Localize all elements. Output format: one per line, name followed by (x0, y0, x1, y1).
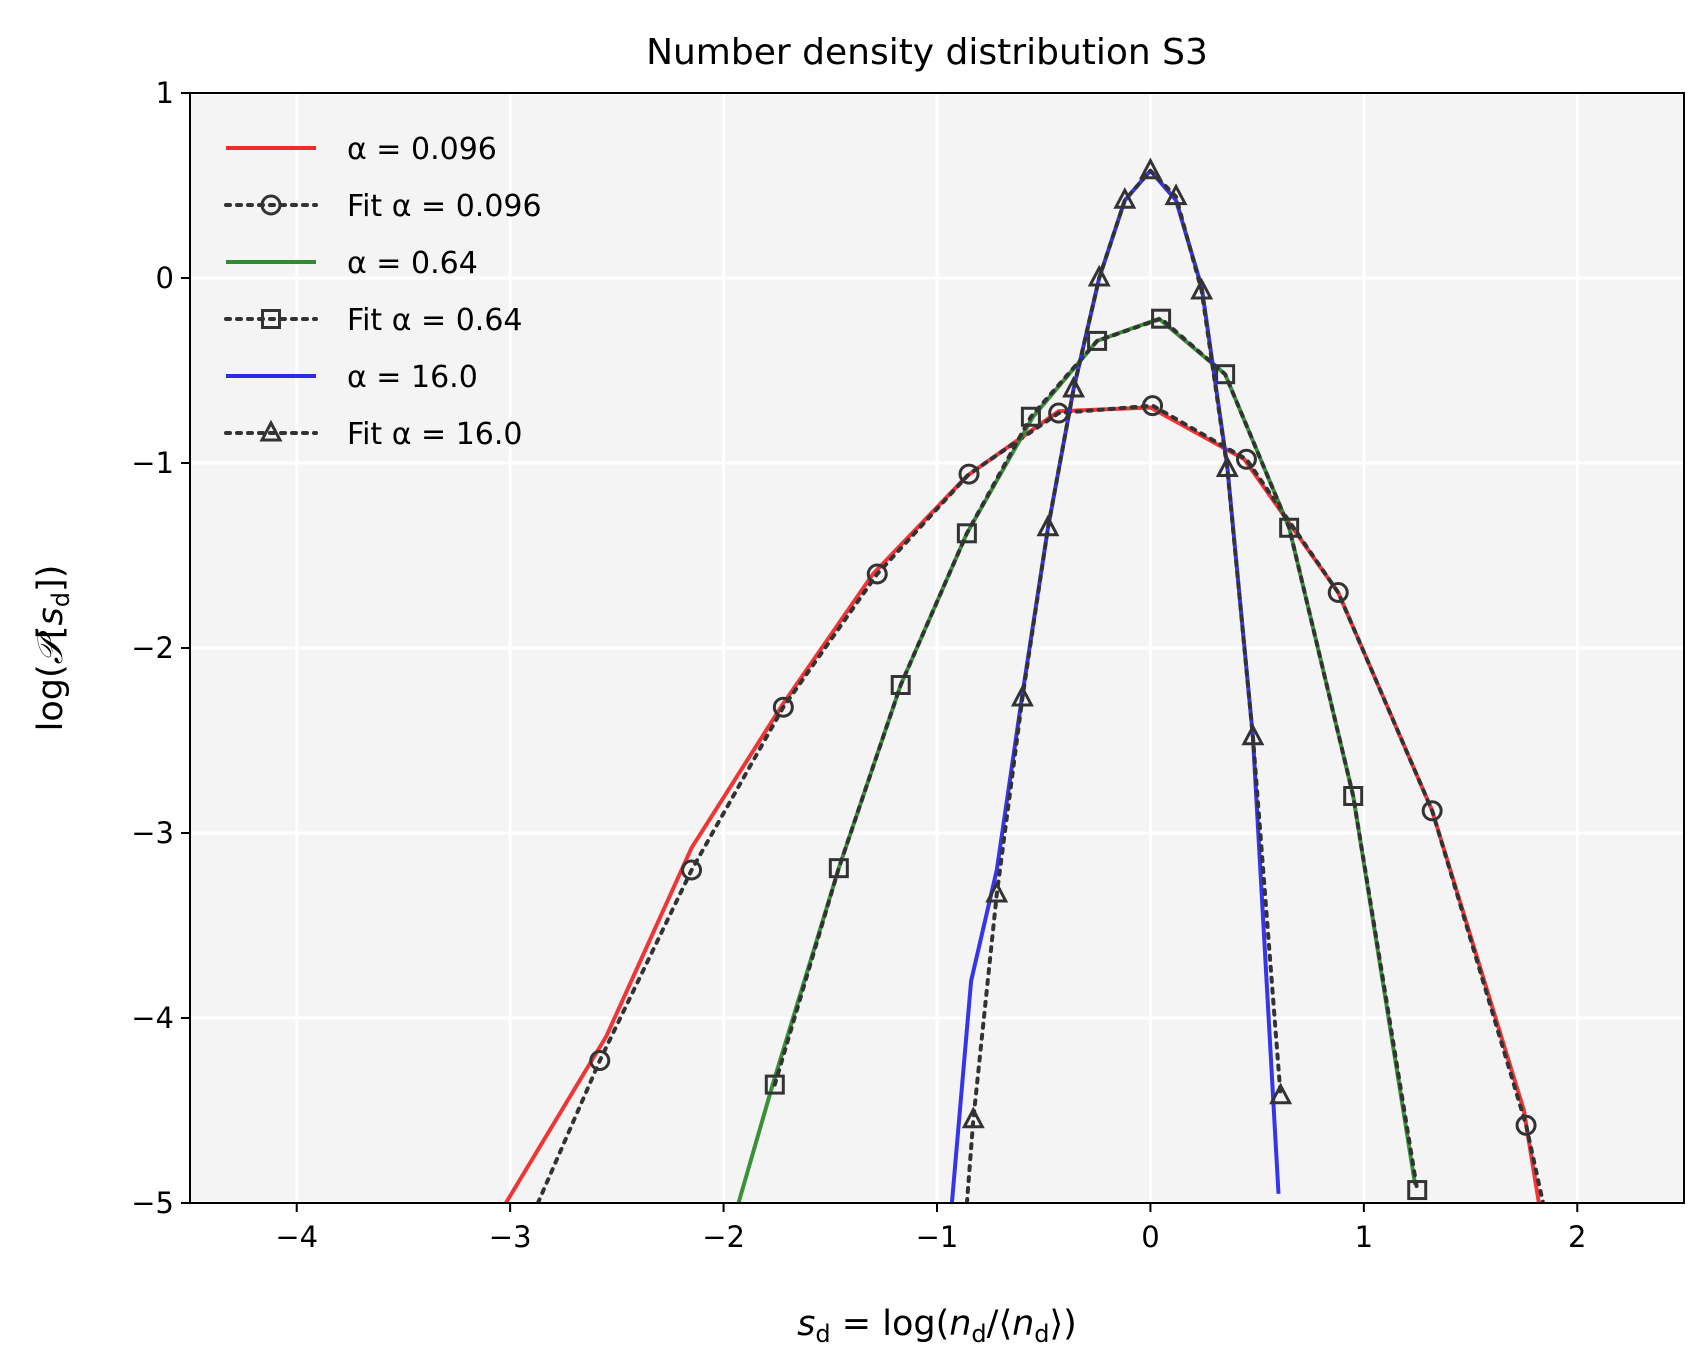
x-tick-label: −2 (702, 1220, 745, 1254)
data-point-marker (1036, 514, 1060, 537)
legend-marker (260, 194, 282, 216)
y-tick-label: −5 (131, 1186, 174, 1220)
data-point-marker (589, 1050, 611, 1072)
data-point-marker (1113, 187, 1137, 209)
data-point-marker (961, 1106, 985, 1129)
legend-label: Fit α = 0.64 (347, 303, 523, 338)
data-point-marker (1087, 330, 1108, 351)
data-point-marker (1515, 1114, 1537, 1136)
data-point-marker (1020, 406, 1041, 427)
y-tick-label: −2 (131, 631, 174, 665)
x-tick-label: 1 (1355, 1220, 1373, 1254)
series-4 (764, 308, 1428, 1201)
data-point-marker (1142, 395, 1164, 417)
x-tick-label: −1 (916, 1220, 959, 1254)
data-point-marker (985, 880, 1009, 903)
series-5 (949, 168, 1281, 1203)
legend-marker (261, 309, 281, 329)
series-line (535, 403, 1546, 1203)
x-tick-label: −3 (489, 1220, 532, 1254)
legend-entry: α = 0.096 (226, 132, 497, 167)
data-point-marker (1279, 517, 1300, 538)
legend-label: Fit α = 0.096 (347, 189, 542, 224)
data-point-marker (764, 1074, 785, 1095)
series-line (949, 168, 1281, 1203)
legend-label: α = 16.0 (347, 360, 478, 395)
data-point-marker (1407, 1180, 1428, 1201)
ticks: −4 −3 −2 −1 0 1 2 −5 −4 −3 −2 −1 0 1 (131, 76, 1586, 1254)
series-line (964, 168, 1283, 1203)
legend-entry: Fit α = 16.0 (224, 417, 523, 452)
x-tick-label: −4 (275, 1220, 318, 1254)
data-point-marker (1062, 375, 1086, 398)
y-tick-label: −4 (131, 1001, 174, 1035)
legend-entry: α = 16.0 (226, 360, 478, 395)
series-6 (961, 157, 1293, 1203)
y-tick-label: 0 (156, 261, 174, 295)
data-point-marker (1151, 308, 1172, 329)
series-layer (504, 157, 1546, 1203)
data-point-marker (866, 563, 888, 585)
data-point-marker (956, 523, 977, 544)
data-point-marker (1215, 455, 1239, 478)
x-tick-label: 2 (1568, 1220, 1586, 1254)
data-point-marker (1164, 183, 1188, 206)
series-line (772, 316, 1420, 1192)
data-point-marker (1241, 723, 1265, 746)
legend-label: α = 0.64 (347, 246, 478, 281)
legend: α = 0.096 Fit α = 0.096 α = 0.64 Fit α = 0.… (224, 132, 542, 452)
data-point-marker (1190, 277, 1214, 300)
data-point-marker (1138, 157, 1162, 180)
data-point-marker (681, 859, 703, 881)
data-point-marker (1421, 800, 1443, 822)
legend-entry: Fit α = 0.64 (224, 303, 523, 338)
x-axis-label: sd = log(nd/⟨nd⟩) (797, 1304, 1077, 1348)
data-point-marker (958, 463, 980, 485)
chart-title: Number density distribution S3 (646, 32, 1208, 73)
legend-label: Fit α = 16.0 (347, 417, 523, 452)
legend-entry: Fit α = 0.096 (224, 189, 542, 224)
legend-label: α = 0.096 (347, 132, 497, 167)
data-point-marker (1235, 448, 1257, 470)
data-point-marker (1343, 786, 1364, 806)
data-point-marker (1327, 582, 1349, 603)
data-point-marker (772, 696, 794, 718)
y-tick-label: −1 (131, 446, 174, 480)
data-point-marker (890, 675, 911, 695)
data-point-marker (1087, 264, 1111, 287)
data-point-marker (828, 858, 849, 879)
series-2 (535, 395, 1546, 1203)
legend-marker (259, 419, 283, 442)
y-tick-label: −3 (131, 816, 174, 850)
data-point-marker (1215, 364, 1236, 385)
y-axis-label: log(𝒫[sd]) (31, 565, 75, 732)
data-point-marker (1269, 1082, 1293, 1105)
legend-entry: α = 0.64 (226, 246, 478, 281)
data-point-marker (1010, 684, 1034, 707)
x-tick-label: 0 (1141, 1220, 1159, 1254)
y-tick-label: 1 (156, 76, 174, 110)
